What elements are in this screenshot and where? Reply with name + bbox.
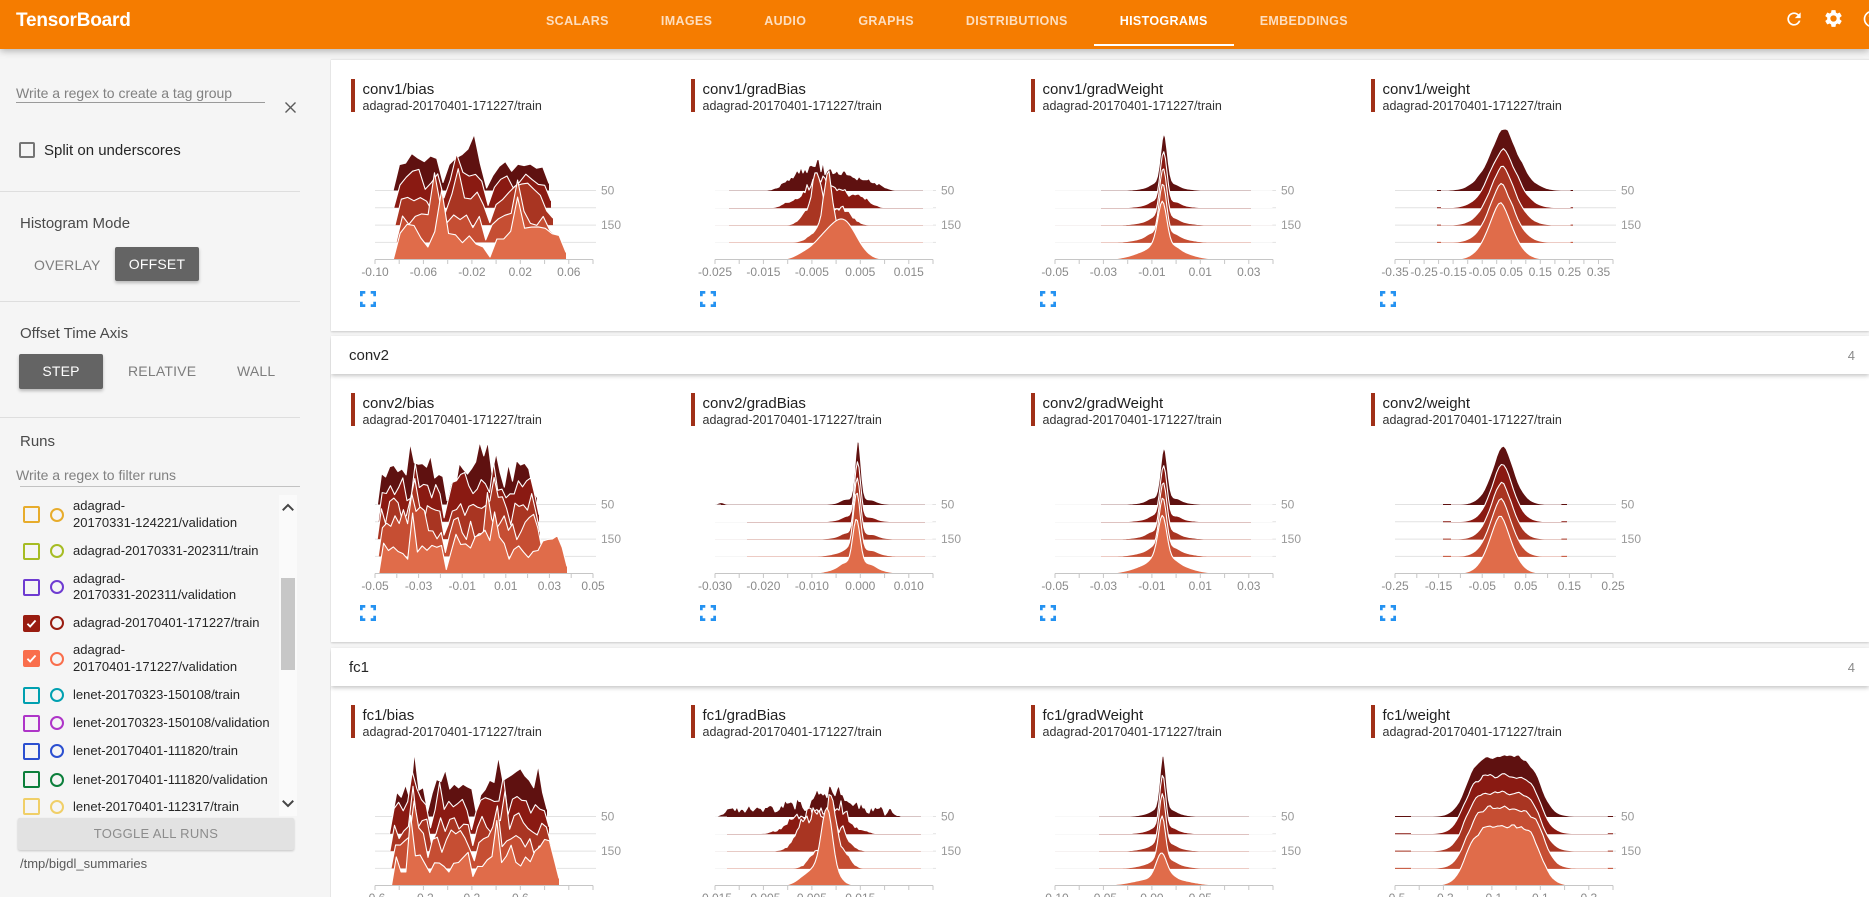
svg-text:150: 150 [941, 532, 961, 546]
svg-text:-0.05: -0.05 [1469, 265, 1497, 279]
svg-text:-0.05: -0.05 [1041, 579, 1069, 593]
svg-text:150: 150 [601, 844, 621, 858]
svg-text:0.010: 0.010 [894, 579, 924, 593]
svg-text:0.1: 0.1 [1532, 891, 1549, 897]
svg-text:-0.5: -0.5 [1385, 891, 1406, 897]
svg-text:0.005: 0.005 [845, 265, 875, 279]
svg-text:0.005: 0.005 [797, 891, 827, 897]
svg-text:-0.005: -0.005 [795, 265, 829, 279]
svg-text:-0.6: -0.6 [365, 891, 386, 897]
svg-text:0.02: 0.02 [509, 265, 533, 279]
svg-text:-0.10: -0.10 [361, 265, 389, 279]
svg-text:0.3: 0.3 [1580, 891, 1597, 897]
svg-text:50: 50 [1621, 184, 1635, 198]
svg-text:0.05: 0.05 [1189, 891, 1213, 897]
svg-text:-0.01: -0.01 [1138, 579, 1166, 593]
svg-text:0.015: 0.015 [894, 265, 924, 279]
svg-text:0.2: 0.2 [464, 891, 481, 897]
svg-text:0.25: 0.25 [1601, 579, 1625, 593]
svg-text:0.15: 0.15 [1529, 265, 1553, 279]
svg-text:-0.05: -0.05 [1041, 265, 1069, 279]
svg-text:-0.01: -0.01 [449, 579, 477, 593]
svg-text:50: 50 [1621, 810, 1635, 824]
svg-text:0.03: 0.03 [1237, 579, 1261, 593]
svg-text:0.35: 0.35 [1587, 265, 1611, 279]
svg-text:50: 50 [601, 184, 615, 198]
svg-text:150: 150 [601, 218, 621, 232]
svg-text:-0.1: -0.1 [1482, 891, 1503, 897]
svg-text:150: 150 [941, 844, 961, 858]
svg-text:-0.06: -0.06 [410, 265, 438, 279]
svg-text:50: 50 [941, 810, 955, 824]
svg-text:-0.3: -0.3 [1433, 891, 1454, 897]
svg-text:-0.005: -0.005 [746, 891, 780, 897]
svg-text:-0.05: -0.05 [1090, 891, 1118, 897]
svg-text:150: 150 [1621, 218, 1641, 232]
svg-text:-0.03: -0.03 [1090, 579, 1118, 593]
svg-text:-0.015: -0.015 [698, 891, 732, 897]
svg-text:0.01: 0.01 [1189, 579, 1213, 593]
svg-text:-0.01: -0.01 [1138, 265, 1166, 279]
svg-text:-0.10: -0.10 [1041, 891, 1069, 897]
svg-text:0.01: 0.01 [1189, 265, 1213, 279]
svg-text:-0.05: -0.05 [361, 579, 389, 593]
svg-text:150: 150 [1281, 844, 1301, 858]
svg-text:-0.015: -0.015 [746, 265, 780, 279]
svg-text:0.03: 0.03 [1237, 265, 1261, 279]
svg-text:150: 150 [601, 532, 621, 546]
svg-text:0.00: 0.00 [1140, 891, 1164, 897]
svg-text:50: 50 [1281, 497, 1295, 511]
svg-text:-0.020: -0.020 [746, 579, 780, 593]
svg-text:0.06: 0.06 [557, 265, 581, 279]
svg-text:-0.25: -0.25 [1381, 579, 1409, 593]
svg-text:-0.05: -0.05 [1469, 579, 1497, 593]
svg-text:50: 50 [601, 497, 615, 511]
svg-text:0.6: 0.6 [512, 891, 529, 897]
svg-text:-0.25: -0.25 [1410, 265, 1438, 279]
svg-text:-0.025: -0.025 [698, 265, 732, 279]
svg-text:0.015: 0.015 [845, 891, 875, 897]
svg-text:-0.15: -0.15 [1439, 265, 1467, 279]
svg-text:150: 150 [941, 218, 961, 232]
svg-text:-0.35: -0.35 [1381, 265, 1409, 279]
svg-text:150: 150 [1281, 218, 1301, 232]
svg-text:-0.03: -0.03 [405, 579, 433, 593]
svg-text:150: 150 [1621, 844, 1641, 858]
svg-text:0.000: 0.000 [845, 579, 875, 593]
svg-text:-0.03: -0.03 [1090, 265, 1118, 279]
svg-text:0.05: 0.05 [581, 579, 605, 593]
svg-text:50: 50 [1621, 497, 1635, 511]
svg-text:0.05: 0.05 [1500, 265, 1524, 279]
svg-text:150: 150 [1621, 532, 1641, 546]
svg-text:0.03: 0.03 [538, 579, 562, 593]
svg-text:150: 150 [1281, 532, 1301, 546]
svg-text:-0.010: -0.010 [795, 579, 829, 593]
svg-text:50: 50 [941, 497, 955, 511]
svg-text:0.15: 0.15 [1558, 579, 1582, 593]
svg-text:0.25: 0.25 [1558, 265, 1582, 279]
svg-text:50: 50 [1281, 184, 1295, 198]
svg-text:-0.2: -0.2 [413, 891, 434, 897]
svg-text:-0.030: -0.030 [698, 579, 732, 593]
svg-text:50: 50 [601, 810, 615, 824]
svg-text:0.01: 0.01 [494, 579, 518, 593]
svg-text:0.05: 0.05 [1514, 579, 1538, 593]
svg-text:50: 50 [941, 184, 955, 198]
svg-text:50: 50 [1281, 810, 1295, 824]
svg-text:-0.15: -0.15 [1425, 579, 1453, 593]
svg-text:-0.02: -0.02 [458, 265, 486, 279]
